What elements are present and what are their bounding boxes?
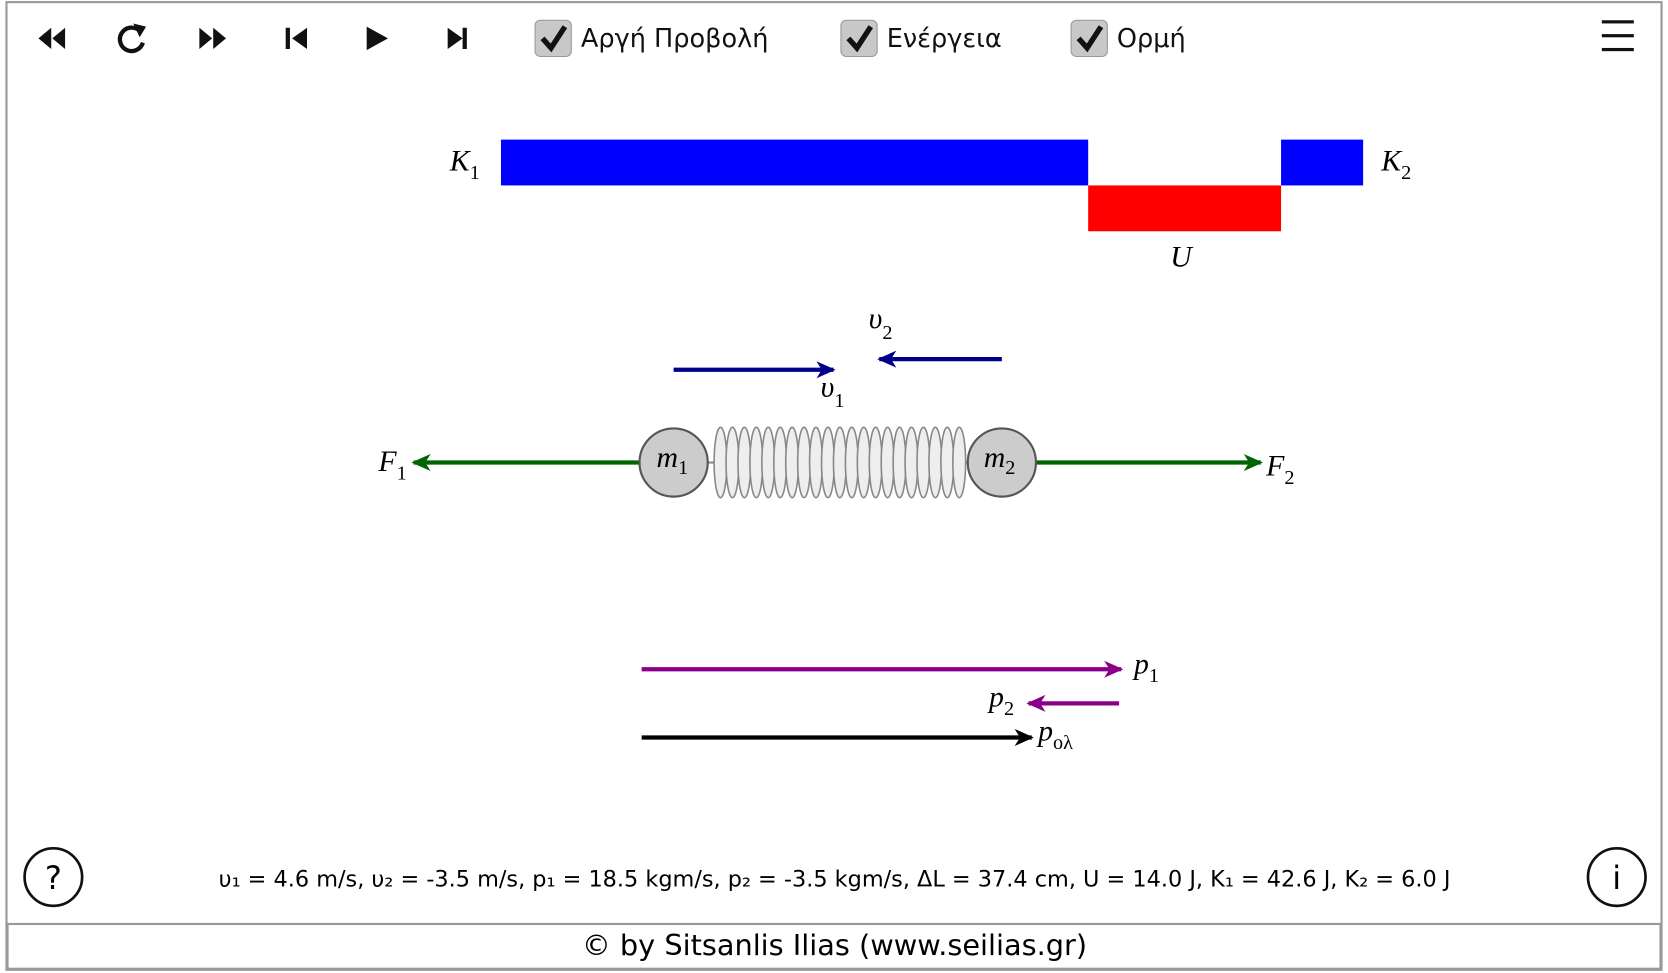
spring-coil bbox=[820, 426, 836, 499]
spring-coil bbox=[713, 426, 728, 499]
spring bbox=[707, 426, 968, 499]
spring-coil bbox=[952, 426, 967, 499]
k1-label: K1 bbox=[449, 145, 480, 185]
spring-coil bbox=[868, 426, 883, 499]
spring-coil bbox=[832, 426, 848, 499]
u-label: U bbox=[1170, 240, 1194, 273]
spring-coil bbox=[784, 426, 800, 499]
k2-label: K2 bbox=[1380, 145, 1411, 185]
spring-coil bbox=[856, 426, 871, 499]
info-button[interactable] bbox=[1586, 846, 1647, 908]
step-forward-button[interactable] bbox=[447, 27, 467, 50]
spring-coil bbox=[940, 426, 955, 499]
footer: © by Sitsanlis Ilias (www.seilias.gr) bbox=[582, 928, 1087, 962]
menu-button[interactable] bbox=[1601, 20, 1634, 52]
spring-coil bbox=[749, 426, 764, 499]
help-label: ? bbox=[45, 859, 62, 897]
checkboxes: Αργή Προβολή Ενέργεια Ορμή bbox=[534, 19, 1186, 58]
fast-forward-button[interactable] bbox=[199, 27, 227, 50]
step-back-button[interactable] bbox=[285, 27, 308, 50]
f2-label: F2 bbox=[1265, 449, 1294, 489]
v2-label: υ2 bbox=[869, 302, 893, 344]
spring-coil bbox=[761, 426, 776, 499]
spring-coil bbox=[904, 426, 919, 499]
checkbox[interactable] bbox=[840, 19, 878, 58]
reload-button[interactable] bbox=[117, 23, 147, 54]
v1-label: υ1 bbox=[821, 370, 845, 412]
checkbox-label: Ορμή bbox=[1117, 24, 1186, 54]
k2-bar bbox=[1281, 139, 1364, 186]
play-button[interactable] bbox=[366, 26, 388, 51]
toolbar bbox=[38, 20, 1634, 54]
ptot-label: pολ bbox=[1036, 715, 1073, 755]
spring-coil bbox=[737, 426, 752, 499]
checkbox[interactable] bbox=[534, 19, 572, 58]
p1-label: p1 bbox=[1132, 648, 1159, 688]
spring-coil bbox=[796, 426, 812, 499]
spring-coil bbox=[916, 426, 931, 499]
footer-bar bbox=[6, 922, 1662, 970]
checkmark bbox=[1076, 25, 1104, 53]
spring-coil bbox=[892, 426, 907, 499]
m1-label: m1 bbox=[657, 441, 689, 479]
m2-label: m2 bbox=[984, 441, 1016, 479]
spring-coil bbox=[844, 426, 859, 499]
k1-bar bbox=[500, 139, 1089, 186]
status-line: υ₁ = 4.6 m/s, υ₂ = -3.5 m/s, p₁ = 18.5 k… bbox=[219, 867, 1451, 893]
mass-1 bbox=[638, 427, 709, 498]
info-label: i bbox=[1612, 859, 1621, 897]
p2-label: p2 bbox=[987, 681, 1014, 721]
checkbox-label: Αργή Προβολή bbox=[581, 24, 769, 54]
rewind-button[interactable] bbox=[38, 27, 66, 50]
spring-coil bbox=[772, 426, 788, 499]
mass-2 bbox=[966, 427, 1038, 498]
help-button[interactable] bbox=[23, 846, 84, 908]
checkmark bbox=[540, 25, 568, 53]
spring-coil bbox=[808, 426, 824, 499]
checkbox[interactable] bbox=[1070, 19, 1108, 58]
spring-coil bbox=[928, 426, 943, 499]
spring-coil bbox=[725, 426, 740, 499]
u-bar bbox=[1088, 185, 1282, 232]
checkbox-label: Ενέργεια bbox=[887, 24, 1002, 54]
spring-coil bbox=[880, 426, 895, 499]
checkmark bbox=[846, 25, 874, 53]
f1-label: F1 bbox=[377, 445, 406, 485]
